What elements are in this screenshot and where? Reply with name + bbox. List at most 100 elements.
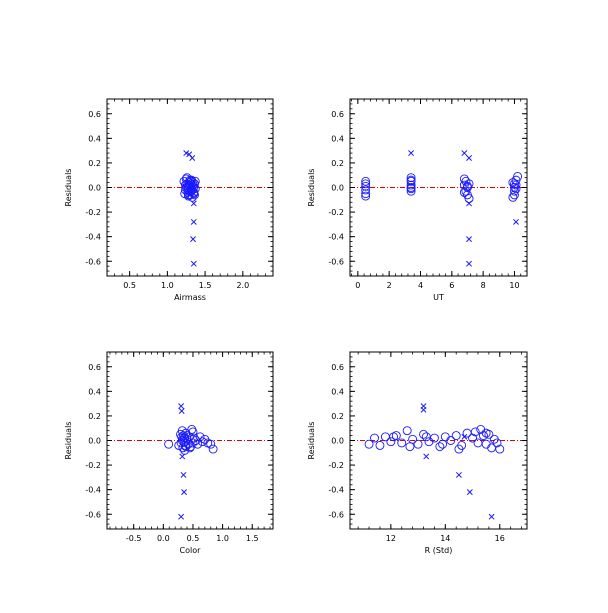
data-point-circle [487,443,497,453]
x-tick-label: 0.5 [187,534,200,543]
data-point-circle [440,432,450,442]
data-point-circle [464,179,474,189]
x-axis-label: Airmass [174,293,206,302]
panel-3: -0.5 0.0 0.5 1.0 1.5 -0.6 -0.4 -0.2 0.0 0.2 0.4 0.6… [64,351,274,555]
data-point-cross [466,200,472,207]
data-point-cross [190,260,197,267]
x-tick-label: 1.5 [246,534,259,543]
panel-4: 12 14 16 -0.6 -0.4 -0.2 0.0 0.2 0.4 0.6 R (Std) Res… [307,351,528,555]
data-point-circle [197,437,207,447]
y-tick-label: 0.0 [331,437,344,446]
data-point-cross [466,155,472,161]
data-point-circle [421,432,431,442]
data-point-circle [406,173,416,183]
data-point-circle [492,438,502,448]
data-point-circle [206,439,216,449]
y-tick-label: -0.2 [328,208,344,217]
y-tick-label: 0.4 [331,387,344,396]
y-tick-label: -0.4 [85,233,101,242]
x-tick-label: 12 [386,534,396,543]
data-point-circle [408,434,418,444]
y-axis-label: Residuals [64,422,73,460]
y-tick-label: 0.2 [88,412,101,421]
y-tick-label: 0.6 [331,110,344,119]
y-tick-label: 0.2 [331,159,344,168]
data-point-cross [466,489,473,496]
data-point-circle [435,442,445,452]
data-point-circle [459,174,469,184]
y-tick-label: -0.2 [85,461,101,470]
y-tick-label: 0.4 [88,387,101,396]
data-point-circle [511,180,521,190]
data-point-circle [364,439,374,449]
panel-1: 0.5 1.0 1.5 2.0 -0.6 -0.4 -0.2 0.0 0.2 0.4 0.6 Airm… [64,98,274,302]
y-tick-label: 0.2 [331,412,344,421]
data-point-circle [380,432,390,442]
data-point-cross [179,453,186,460]
data-point-circle [470,427,480,437]
y-tick-label: -0.6 [85,257,101,266]
data-point-circle [451,431,461,441]
data-point-circle [510,179,519,189]
data-point-circle [375,440,385,450]
data-point-cross [180,471,187,478]
data-point-circle [361,181,371,191]
data-point-circle [406,186,416,196]
data-point-circle [406,180,416,190]
data-point-circle [461,176,471,186]
data-point-cross [189,155,196,161]
x-tick-label: 1.5 [199,281,212,290]
data-point-cross [178,408,185,414]
data-point-circle [464,194,474,204]
x-tick-label: 4 [418,281,423,290]
data-point-cross [408,150,415,157]
data-point-circle [208,444,218,454]
data-point-circle [183,185,193,195]
data-point-circle [446,436,456,445]
data-point-circle [462,428,472,438]
data-point-cross [488,513,495,520]
data-point-cross [461,150,468,157]
y-tick-label: -0.6 [328,510,344,519]
data-point-cross [420,406,427,413]
data-point-circle [195,432,205,442]
data-point-cross [190,218,197,225]
data-point-circle [185,175,195,185]
y-tick-label: 0.0 [88,437,101,446]
y-axis-label: Residuals [307,169,316,207]
x-tick-label: 6 [449,281,454,290]
data-point-cross [178,403,185,410]
x-tick-label: -0.5 [126,534,142,543]
panel-2: 0 2 4 6 8 10 -0.6 -0.4 -0.2 0.0 0.2 0.4 0.6 UT Residua… [307,98,528,302]
data-point-cross [183,150,190,157]
data-point-cross [190,200,197,207]
y-axis-label: Residuals [64,169,73,207]
y-tick-label: 0.0 [331,184,344,193]
x-tick-label: 16 [495,534,505,543]
y-axis-label: Residuals [307,422,316,460]
data-point-cross [466,260,472,267]
x-tick-label: 1.0 [216,534,229,543]
data-point-cross [466,236,472,243]
data-point-circle [438,439,448,449]
data-point-circle [188,427,198,437]
data-point-circle [187,424,197,434]
x-axis-label: R (Std) [425,546,453,555]
data-point-circle [186,179,196,189]
data-point-circle [405,442,415,452]
x-tick-label: 14 [440,534,450,543]
data-point-circle [413,439,423,449]
data-point-circle [481,428,491,438]
data-point-circle [454,444,464,454]
data-point-circle [181,442,191,452]
y-tick-label: -0.2 [328,461,344,470]
x-tick-label: 2.0 [236,281,249,290]
data-point-circle [179,433,189,443]
data-point-circle [188,438,198,448]
data-point-circle [424,437,434,447]
data-point-circle [397,438,407,448]
data-point-circle [508,192,518,202]
data-point-circle [181,180,190,190]
data-point-cross [181,489,188,496]
